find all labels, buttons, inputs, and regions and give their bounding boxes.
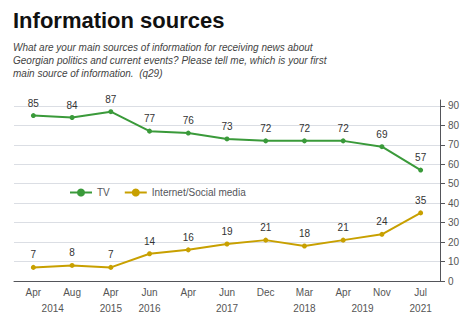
svg-text:35: 35: [415, 195, 427, 206]
svg-text:77: 77: [144, 113, 156, 124]
svg-text:2017: 2017: [216, 303, 239, 314]
svg-text:7: 7: [108, 249, 114, 260]
svg-text:10: 10: [448, 256, 460, 267]
svg-text:24: 24: [376, 216, 388, 227]
svg-text:Apr: Apr: [180, 287, 196, 298]
svg-text:87: 87: [105, 94, 117, 105]
svg-text:57: 57: [415, 152, 427, 163]
svg-text:7: 7: [31, 249, 37, 260]
svg-text:19: 19: [221, 226, 233, 237]
svg-text:Jul: Jul: [414, 287, 427, 298]
svg-text:90: 90: [448, 100, 460, 111]
svg-text:Apr: Apr: [335, 287, 351, 298]
svg-text:85: 85: [28, 98, 40, 109]
svg-text:TV: TV: [97, 187, 110, 198]
svg-text:Internet/Social media: Internet/Social media: [152, 187, 246, 198]
svg-text:Mar: Mar: [296, 287, 314, 298]
svg-text:2021: 2021: [410, 303, 433, 314]
svg-text:16: 16: [183, 232, 195, 243]
svg-text:Apr: Apr: [103, 287, 119, 298]
svg-text:Georgian politics and current: Georgian politics and current events? Pl…: [13, 55, 328, 66]
svg-text:70: 70: [448, 139, 460, 150]
svg-text:Aug: Aug: [63, 287, 81, 298]
svg-text:72: 72: [338, 123, 350, 134]
svg-text:Apr: Apr: [26, 287, 42, 298]
svg-text:14: 14: [144, 236, 156, 247]
svg-text:Jun: Jun: [141, 287, 157, 298]
svg-text:Dec: Dec: [257, 287, 275, 298]
svg-text:Information sources: Information sources: [13, 8, 224, 33]
svg-text:2014: 2014: [42, 303, 65, 314]
svg-text:Nov: Nov: [373, 287, 391, 298]
svg-text:73: 73: [221, 121, 233, 132]
svg-text:76: 76: [183, 115, 195, 126]
svg-text:21: 21: [260, 222, 272, 233]
svg-text:8: 8: [69, 247, 75, 258]
svg-text:40: 40: [448, 198, 460, 209]
svg-text:60: 60: [448, 159, 460, 170]
svg-text:2019: 2019: [351, 303, 374, 314]
svg-text:30: 30: [448, 217, 460, 228]
svg-text:72: 72: [260, 123, 272, 134]
svg-text:What are your main sources of: What are your main sources of informatio…: [13, 42, 314, 53]
svg-text:21: 21: [338, 222, 350, 233]
svg-text:2018: 2018: [293, 303, 316, 314]
svg-text:main source of information. (: main source of information. (q29): [13, 68, 163, 79]
svg-text:50: 50: [448, 178, 460, 189]
svg-text:18: 18: [299, 228, 311, 239]
svg-text:Jun: Jun: [219, 287, 235, 298]
svg-text:20: 20: [448, 237, 460, 248]
svg-text:69: 69: [376, 129, 388, 140]
svg-text:0: 0: [448, 276, 454, 287]
svg-text:2015: 2015: [100, 303, 123, 314]
svg-text:80: 80: [448, 120, 460, 131]
svg-text:72: 72: [299, 123, 311, 134]
svg-text:2016: 2016: [138, 303, 161, 314]
svg-text:84: 84: [67, 100, 79, 111]
